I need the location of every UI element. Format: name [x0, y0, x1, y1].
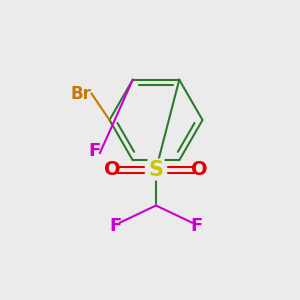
Text: Br: Br [70, 85, 92, 103]
Text: S: S [148, 160, 164, 179]
Text: F: F [110, 217, 122, 235]
Text: O: O [104, 160, 121, 179]
Text: F: F [88, 142, 101, 160]
Text: O: O [191, 160, 208, 179]
Text: F: F [190, 217, 202, 235]
